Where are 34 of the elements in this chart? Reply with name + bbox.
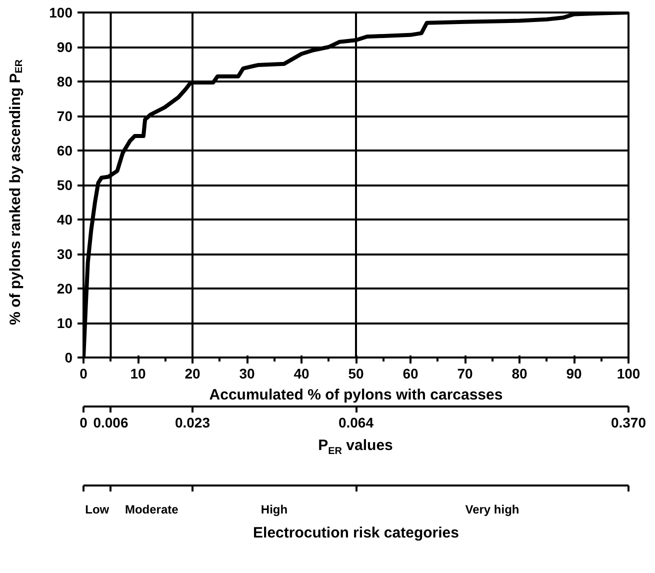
text: 0.006 [93,414,128,430]
x-tick-label: 20 [184,366,200,382]
x-tick-label: 90 [566,366,582,382]
y-tick-label: 80 [56,74,73,90]
y-tick-label: 50 [56,177,73,193]
x-tick-label: 70 [457,366,473,382]
y-tick-label: 0 [64,350,73,366]
x-tick-label: 100 [616,366,640,382]
y-tick-label: 20 [56,280,73,296]
y-tick-label: 60 [56,142,73,158]
x-tick-label: 50 [348,366,364,382]
y-tick-label: 10 [56,315,73,331]
y-tick-label: 90 [56,39,73,55]
text: Moderate [124,502,179,516]
text: 0.064 [338,414,374,430]
y-tick-label: 30 [56,246,73,262]
x-tick-label: 0 [80,366,88,382]
text: 0.370 [610,414,646,430]
text: Low [85,502,110,516]
text: Very high [465,502,520,516]
x-tick-label: 30 [239,366,255,382]
x-tick-label: 60 [402,366,418,382]
y-tick-label: 40 [56,212,73,228]
x-tick-label: 40 [294,366,310,382]
x-axis-title: Accumulated % of pylons with carcasses [209,386,503,404]
y-tick-label: 100 [49,4,73,20]
x-tick-label: 80 [512,366,528,382]
y-tick-label: 70 [56,108,73,124]
text: P$_{ER}$ values [318,436,393,459]
text: 0 [80,414,88,430]
text: High [260,502,288,516]
x-tick-label: 10 [130,366,146,382]
text: Electrocution risk categories [253,524,459,542]
text: 0.023 [174,414,210,430]
